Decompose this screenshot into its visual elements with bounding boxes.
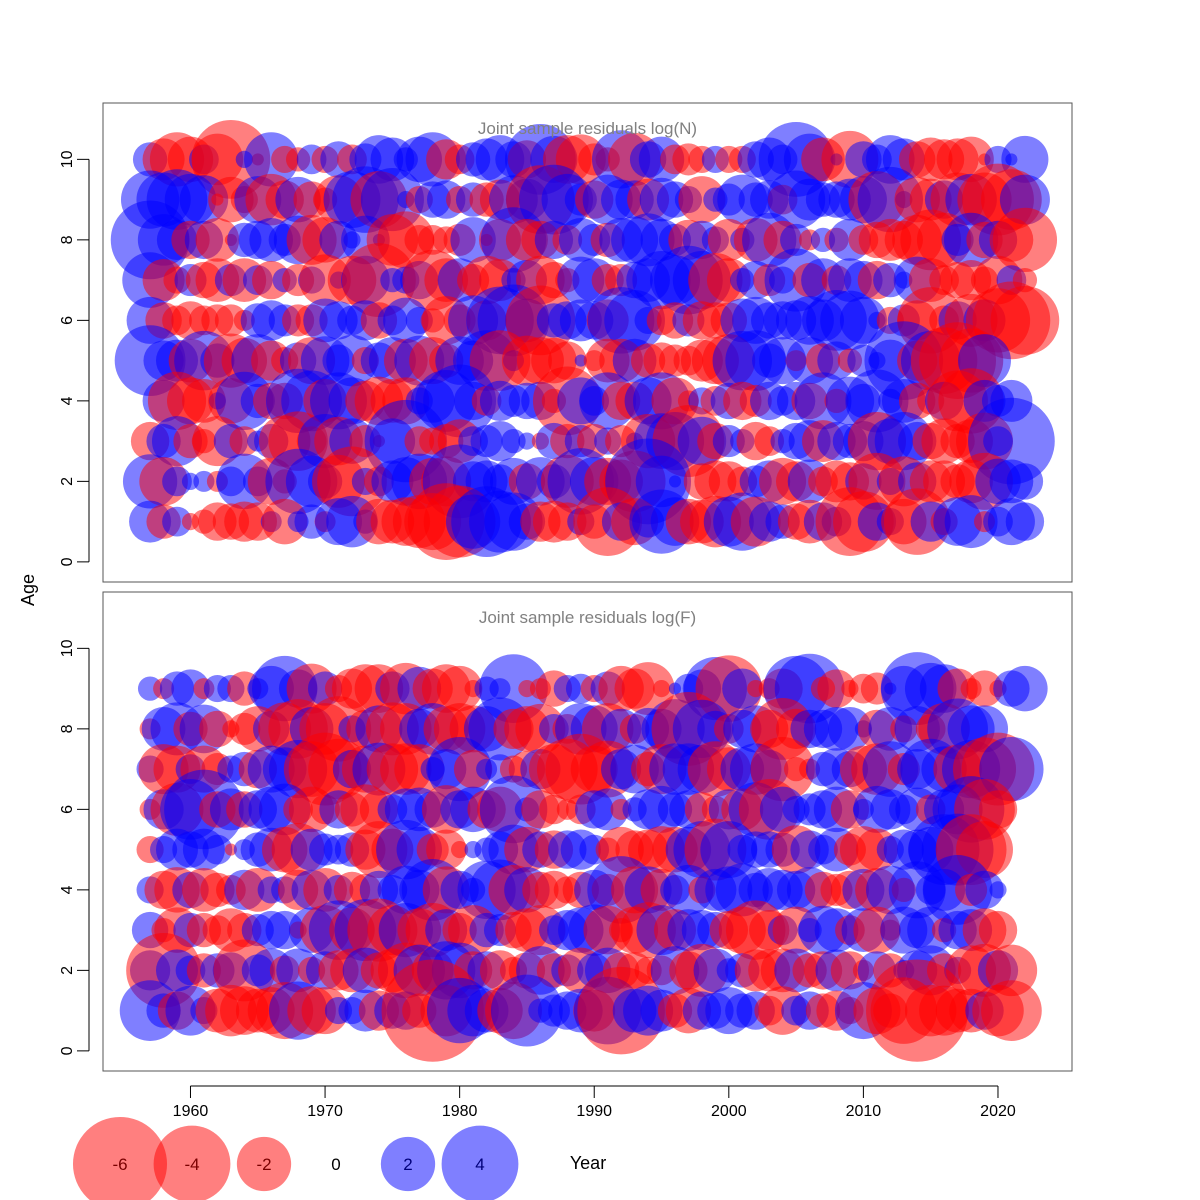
bubble-age3-1984 xyxy=(501,428,526,454)
bubble-age9-2001 xyxy=(722,668,763,709)
bubble-age2-1996 xyxy=(668,475,682,488)
bubble-age4-2019 xyxy=(965,870,1004,910)
bubble-age5-1989 xyxy=(574,354,587,367)
bubble-age3-2020 xyxy=(978,910,1018,950)
legend-label: 2 xyxy=(403,1155,412,1174)
bubble-age8-1962 xyxy=(195,218,240,262)
bubble-age6-2010 xyxy=(839,296,887,344)
bubble-age1-1967 xyxy=(261,498,308,545)
x-tick-label: 1960 xyxy=(173,1103,209,1120)
bubble-age1-2018 xyxy=(944,495,998,549)
x-tick-label: 1980 xyxy=(442,1103,478,1120)
bubble-age1-1959 xyxy=(162,506,192,537)
bubble-age1-2021 xyxy=(981,980,1042,1041)
panels-layer: Joint sample residuals log(N)0246810Join… xyxy=(59,102,1073,1072)
bubbles-layer xyxy=(110,120,1060,560)
bubble-age9-1995 xyxy=(652,680,671,698)
bubbles-layer xyxy=(119,652,1048,1062)
legend-label: -2 xyxy=(256,1155,271,1174)
bubble-age9-2019 xyxy=(966,670,1003,707)
y-tick-label: 10 xyxy=(59,150,76,168)
x-tick-label: 1990 xyxy=(576,1103,612,1120)
bubble-age6-2022 xyxy=(990,286,1060,355)
legend-bubble xyxy=(380,1136,436,1192)
bubble-age1-1985 xyxy=(490,974,563,1047)
bubble-age3-1985 xyxy=(518,432,536,450)
y-tick-label: 0 xyxy=(59,557,76,566)
bubble-age4-2020 xyxy=(989,881,1007,899)
bubble-size-legend: -6 -4 -2 0 2 4 xyxy=(72,1116,519,1200)
x-tick-label: 1970 xyxy=(307,1103,343,1120)
bubble-age8-1962 xyxy=(199,710,236,748)
bubble-age9-1980 xyxy=(436,665,483,712)
bubble-age2-2022 xyxy=(1006,463,1044,500)
legend-label: 0 xyxy=(331,1155,340,1174)
y-tick-label: 4 xyxy=(59,396,76,405)
y-tick-label: 2 xyxy=(59,966,76,975)
legend-bubble xyxy=(441,1125,519,1200)
bubble-age1-2022 xyxy=(1005,502,1045,541)
bubble-age9-2022 xyxy=(1002,665,1048,712)
bubble-age8-2022 xyxy=(992,207,1058,273)
y-tick-label: 6 xyxy=(59,316,76,325)
panel-1: Joint sample residuals log(N) 0 2 4 6 8 10 xyxy=(59,102,1073,583)
panel-title: Joint sample residuals log(N) xyxy=(478,119,697,138)
x-axis: 1960 1970 1980 1990 2000 2010 2020 xyxy=(173,1085,1016,1120)
legend-bubble xyxy=(236,1136,292,1192)
bubble-age6-1991 xyxy=(586,788,629,831)
y-tick-label: 0 xyxy=(59,1046,76,1055)
y-tick-label: 6 xyxy=(59,805,76,814)
x-tick-label: 2020 xyxy=(980,1103,1016,1120)
panel-frame xyxy=(102,102,1073,583)
y-axis-label: Age xyxy=(18,574,38,606)
bubble-age5-1962 xyxy=(202,834,233,865)
legend-label: -4 xyxy=(184,1155,199,1174)
x-tick-label: 2000 xyxy=(711,1103,747,1120)
panel-frame xyxy=(102,591,1073,1072)
y-tick-label: 8 xyxy=(59,724,76,733)
x-axis-label: Year xyxy=(570,1153,606,1173)
bubble-age5-1963 xyxy=(224,843,237,856)
bubble-age9-2008 xyxy=(817,669,856,708)
bubble-age2-1959 xyxy=(162,466,192,497)
bubble-age5-1980 xyxy=(451,841,469,859)
y-tick-label: 4 xyxy=(59,885,76,894)
legend-label: -6 xyxy=(112,1155,127,1174)
panel-title: Joint sample residuals log(F) xyxy=(479,608,696,627)
bubble-age6-1984 xyxy=(479,775,548,844)
legend-bubble xyxy=(72,1116,168,1200)
legend-bubble xyxy=(153,1125,231,1200)
y-tick-label: 10 xyxy=(59,639,76,657)
y-tick-label: 2 xyxy=(59,477,76,486)
x-tick-label: 2010 xyxy=(846,1103,882,1120)
panel-2: Joint sample residuals log(F) 0 2 4 6 8 10 xyxy=(59,591,1073,1072)
legend-label: 4 xyxy=(475,1155,484,1174)
y-tick-label: 8 xyxy=(59,235,76,244)
bubble-age9-1994 xyxy=(621,662,675,716)
bubble-age7-1974 xyxy=(341,243,416,318)
bubble-age8-2009 xyxy=(828,707,872,751)
bubble-age9-2017 xyxy=(937,668,978,709)
